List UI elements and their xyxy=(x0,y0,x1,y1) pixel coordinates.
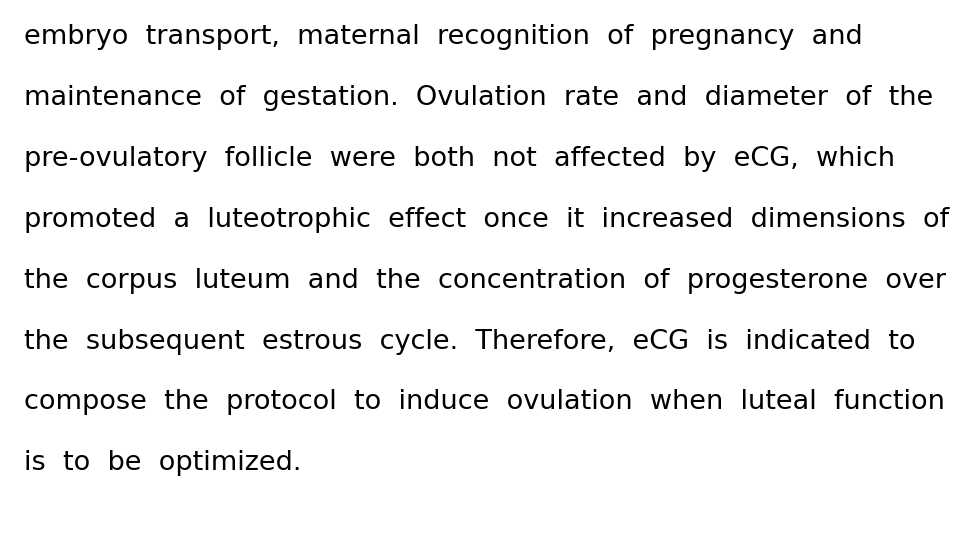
Text: promoted  a  luteotrophic  effect  once  it  increased  dimensions  of: promoted a luteotrophic effect once it i… xyxy=(24,207,949,233)
Text: pre-ovulatory  follicle  were  both  not  affected  by  eCG,  which: pre-ovulatory follicle were both not aff… xyxy=(24,146,895,172)
Text: the  corpus  luteum  and  the  concentration  of  progesterone  over: the corpus luteum and the concentration … xyxy=(24,268,946,294)
Text: is  to  be  optimized.: is to be optimized. xyxy=(24,450,301,476)
Text: maintenance  of  gestation.  Ovulation  rate  and  diameter  of  the: maintenance of gestation. Ovulation rate… xyxy=(24,85,933,111)
Text: embryo  transport,  maternal  recognition  of  pregnancy  and: embryo transport, maternal recognition o… xyxy=(24,24,863,50)
Text: the  subsequent  estrous  cycle.  Therefore,  eCG  is  indicated  to: the subsequent estrous cycle. Therefore,… xyxy=(24,329,916,355)
Text: compose  the  protocol  to  induce  ovulation  when  luteal  function: compose the protocol to induce ovulation… xyxy=(24,389,945,415)
